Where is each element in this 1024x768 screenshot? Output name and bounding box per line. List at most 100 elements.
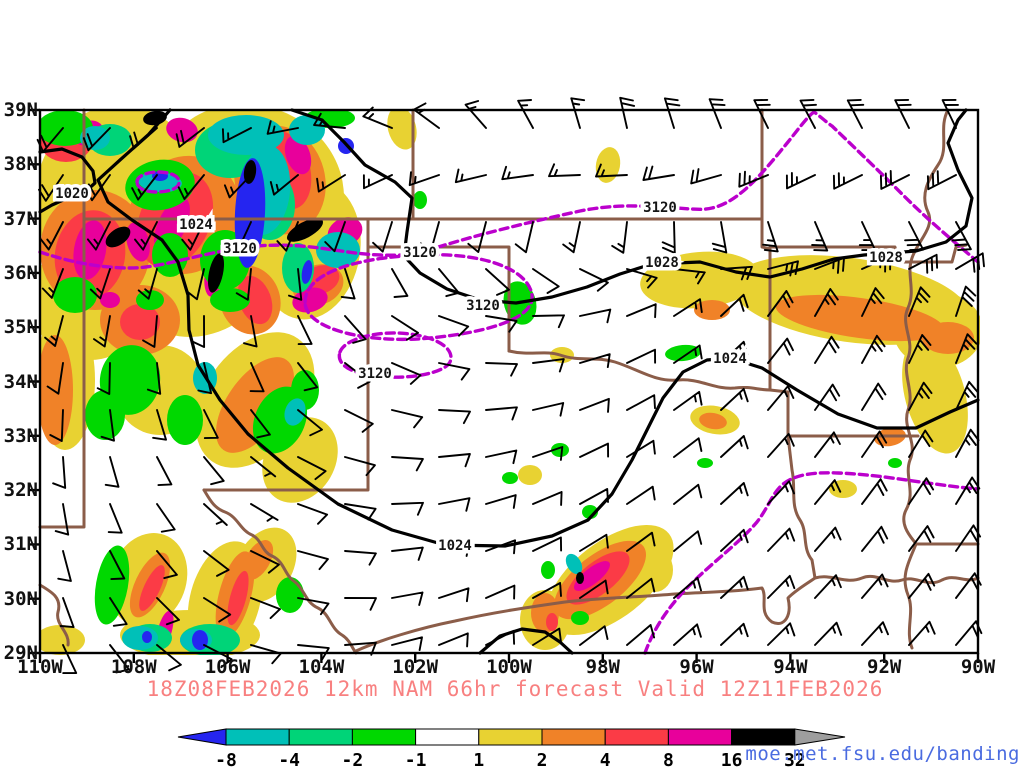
colorbar-tick-label: 1 bbox=[473, 750, 484, 768]
frontogenesis-shading-blob bbox=[37, 110, 93, 146]
frontogenesis-shading-blob bbox=[546, 613, 558, 631]
frontogenesis-shading-blob bbox=[208, 115, 284, 155]
colorbar-tick-label: 4 bbox=[600, 750, 611, 768]
colorbar-segment bbox=[604, 728, 669, 746]
frontogenesis-shading-blob bbox=[387, 106, 417, 150]
state-border bbox=[202, 217, 370, 492]
colorbar-segment bbox=[415, 728, 480, 746]
map-clip-mask bbox=[0, 0, 40, 768]
contour-label: 3120 bbox=[223, 241, 257, 257]
frontogenesis-shading-blob bbox=[139, 565, 165, 611]
lon-tick-label: 100W bbox=[486, 656, 532, 678]
map-clip-mask bbox=[0, 655, 1024, 768]
frontogenesis-shading-blob bbox=[35, 625, 85, 655]
frontogenesis-shading-blob bbox=[85, 390, 125, 440]
frontogenesis-shading-blob bbox=[551, 443, 569, 457]
height-contour-700mb bbox=[135, 170, 181, 194]
map-clip-mask bbox=[0, 0, 1024, 110]
frontogenesis-shading-blob bbox=[565, 553, 583, 575]
contour-label: 3120 bbox=[403, 245, 437, 261]
frontogenesis-shading-blob bbox=[541, 561, 555, 579]
contour-label: 1020 bbox=[55, 186, 89, 202]
frontogenesis-shading-blob bbox=[595, 147, 621, 183]
site-url-link[interactable]: moe.met.fsu.edu/banding bbox=[745, 743, 1020, 765]
frontogenesis-shading-blob bbox=[37, 335, 73, 445]
contour-label: 1028 bbox=[645, 255, 679, 271]
frontogenesis-shading-blob bbox=[694, 300, 730, 320]
colorbar-segment bbox=[478, 728, 543, 746]
height-contour-700mb bbox=[303, 252, 534, 342]
mslp-isobar bbox=[290, 108, 974, 305]
frontogenesis-shading-blob bbox=[237, 275, 273, 325]
frontogenesis-shading-blob bbox=[167, 395, 203, 445]
state-border bbox=[507, 349, 772, 392]
frontogenesis-shading-blob bbox=[576, 572, 584, 584]
frontogenesis-shading-blob bbox=[902, 336, 968, 454]
lat-tick-label: 34N bbox=[3, 370, 38, 393]
frontogenesis-shading-blob bbox=[697, 458, 713, 468]
frontogenesis-shading-blob bbox=[192, 630, 208, 650]
lon-tick-label: 104W bbox=[298, 656, 345, 678]
frontogenesis-shading-blob bbox=[142, 631, 152, 643]
frontogenesis-shading-blob bbox=[301, 260, 313, 284]
colorbar-tick-label: 32 bbox=[784, 750, 806, 768]
lon-tick-label: 94W bbox=[773, 656, 808, 678]
lat-tick-label: 31N bbox=[3, 533, 38, 556]
lon-tick-label: 96W bbox=[679, 656, 714, 678]
map-clip-mask bbox=[980, 0, 1024, 768]
contour-label: 1024 bbox=[438, 538, 472, 554]
contour-label: 3120 bbox=[358, 366, 392, 382]
colorbar-segment bbox=[667, 728, 733, 746]
state-border bbox=[760, 108, 772, 392]
frontogenesis-shading-blob bbox=[284, 135, 312, 175]
lon-tick-label: 92W bbox=[867, 656, 902, 678]
contour-label: 3120 bbox=[643, 200, 677, 216]
contour-label: 1024 bbox=[179, 217, 213, 233]
frontogenesis-shading-blob bbox=[284, 398, 306, 426]
frontogenesis-shading-blob bbox=[413, 191, 427, 209]
colorbar-tick-label: 2 bbox=[537, 750, 548, 768]
lat-tick-label: 33N bbox=[3, 424, 38, 447]
state-border bbox=[902, 108, 950, 650]
lat-tick-label: 32N bbox=[3, 479, 38, 502]
frontogenesis-shading-blob bbox=[122, 626, 158, 650]
contour-label: 1028 bbox=[869, 250, 903, 266]
frontogenesis-shading-blob bbox=[53, 277, 97, 313]
forecast-valid-text: 18Z08FEB2026 12km NAM 66hr forecast Vali… bbox=[146, 677, 884, 701]
frontogenesis-shading-blob bbox=[80, 126, 110, 150]
frontogenesis-shading-blob bbox=[637, 548, 673, 592]
lon-tick-label: 98W bbox=[585, 656, 620, 678]
frontogenesis-shading-blob bbox=[571, 611, 589, 625]
lat-tick-label: 38N bbox=[3, 153, 38, 176]
frontogenesis-shading-blob bbox=[227, 570, 249, 626]
frontogenesis-shading-blob bbox=[207, 253, 225, 293]
frontogenesis-shading-blob bbox=[286, 218, 324, 242]
lat-tick-label: 35N bbox=[3, 316, 38, 339]
frontogenesis-shading-blob bbox=[775, 294, 945, 342]
frontogenesis-shading-blob bbox=[100, 292, 120, 308]
state-border bbox=[202, 488, 358, 655]
wind-barbs bbox=[36, 96, 985, 675]
frontogenesis-shading-blob bbox=[888, 458, 902, 468]
height-contour-700mb bbox=[337, 331, 453, 379]
state-border bbox=[813, 574, 980, 585]
frontogenesis-shading-blob bbox=[502, 472, 518, 484]
lat-tick-label: 36N bbox=[3, 261, 38, 284]
frontogenesis-shading-blob bbox=[94, 545, 130, 625]
lat-tick-label: 29N bbox=[3, 642, 38, 664]
lon-tick-label: 108W bbox=[110, 656, 157, 678]
colorbar-segment bbox=[288, 728, 353, 746]
frontogenesis-shading-blob bbox=[573, 561, 611, 591]
lat-tick-label: 30N bbox=[3, 587, 38, 610]
state-border bbox=[38, 583, 70, 647]
frontogenesis-shading-blob bbox=[105, 226, 131, 248]
lon-tick-label: 106W bbox=[204, 656, 251, 678]
colorbar-segment bbox=[541, 728, 606, 746]
colorbar-right-arrow bbox=[794, 728, 846, 746]
colorbar-tick-label: 8 bbox=[663, 750, 674, 768]
frontogenesis-shading-blob bbox=[518, 465, 542, 485]
state-border bbox=[768, 388, 817, 580]
lon-tick-label: 110W bbox=[17, 656, 63, 678]
